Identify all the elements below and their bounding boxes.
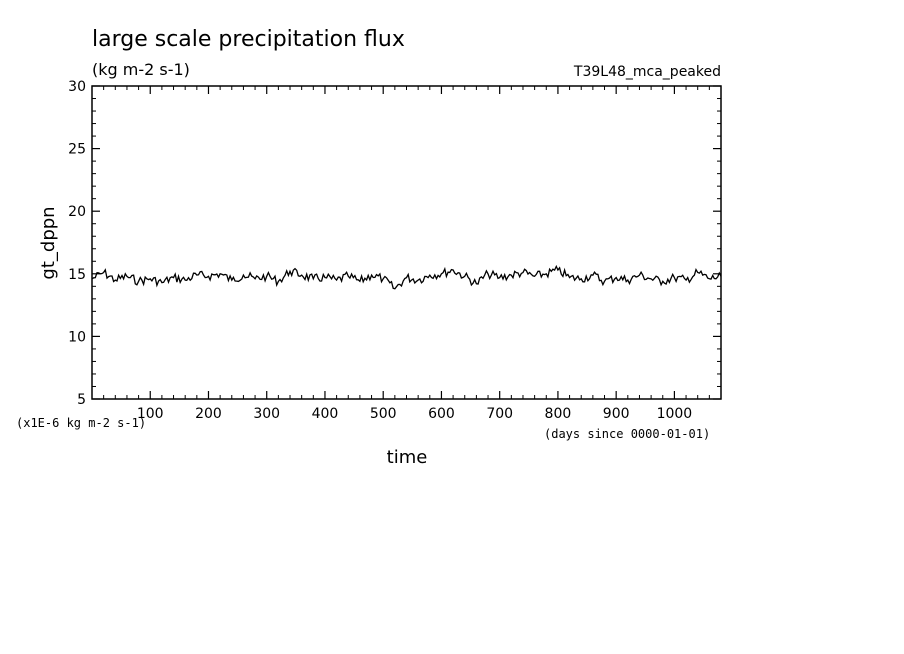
- chart-title: large scale precipitation flux: [92, 27, 405, 52]
- chart-subtitle: (kg m-2 s-1): [92, 60, 190, 79]
- x-tick-label: 200: [195, 406, 222, 422]
- y-tick-label: 5: [77, 392, 86, 408]
- x-tick-label: 500: [370, 406, 397, 422]
- minor-ticks: [92, 86, 721, 399]
- x-tick-label: 600: [428, 406, 455, 422]
- series-line: [91, 264, 722, 290]
- y-unit-note: (x1E-6 kg m-2 s-1): [16, 416, 146, 430]
- y-tick-label: 15: [68, 267, 86, 283]
- x-axis-label: time: [387, 447, 428, 468]
- x-tick-label: 700: [486, 406, 513, 422]
- x-tick-label: 300: [253, 406, 280, 422]
- y-tick-label: 20: [68, 204, 86, 220]
- x-axis: 100 200 300 400 500 600 700 800 900 1000: [137, 86, 692, 422]
- run-label: T39L48_mca_peaked: [573, 64, 721, 80]
- y-tick-label: 10: [68, 329, 86, 345]
- x-tick-label: 100: [137, 406, 164, 422]
- x-tick-label: 900: [603, 406, 630, 422]
- y-tick-label: 30: [68, 79, 86, 95]
- x-unit-note: (days since 0000-01-01): [544, 427, 710, 441]
- x-tick-label: 800: [545, 406, 572, 422]
- x-tick-label: 1000: [657, 406, 693, 422]
- y-axis-label: gt_dppn: [38, 206, 59, 279]
- x-tick-label: 400: [312, 406, 339, 422]
- y-axis: 5 10 15 20 25 30: [68, 79, 721, 408]
- plot-frame: [91, 85, 722, 400]
- y-tick-label: 25: [68, 142, 86, 158]
